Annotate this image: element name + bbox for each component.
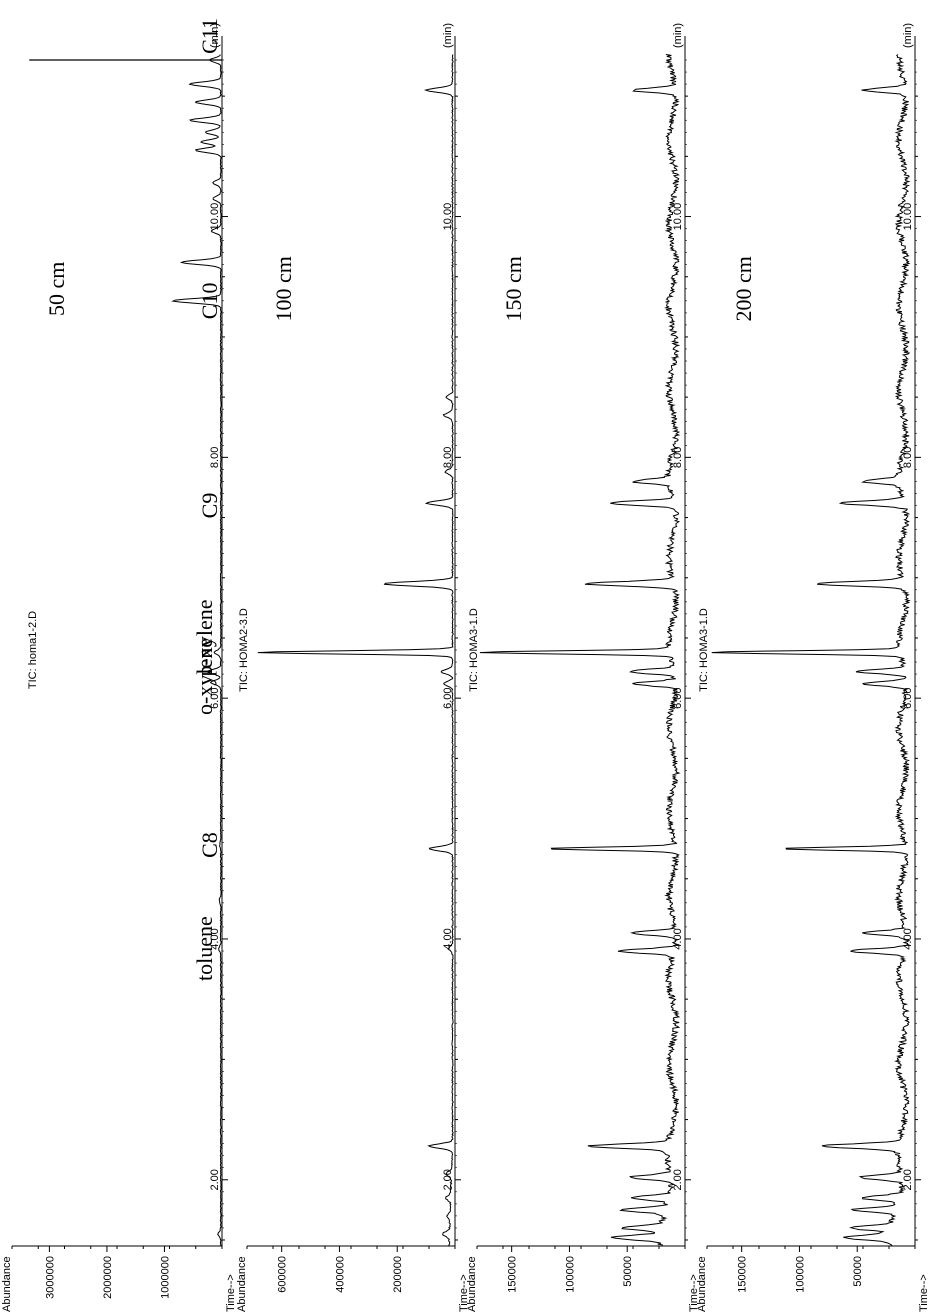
chart-panel-1 bbox=[11, 36, 228, 1252]
y-tick-label-4: 100000 bbox=[794, 1256, 806, 1293]
x-unit-label-4: (min) bbox=[902, 23, 914, 48]
x-tick-label-2: 4.00 bbox=[442, 928, 454, 949]
peak-annotation-c10: C10 bbox=[197, 282, 222, 319]
x-tick-label-4: 6.00 bbox=[902, 687, 914, 708]
x-tick-label-2: 2.00 bbox=[442, 1169, 454, 1190]
x-tick-label-2: 6.00 bbox=[442, 687, 454, 708]
x-unit-label-2: (min) bbox=[442, 23, 454, 48]
depth-label-2: 100 cm bbox=[271, 256, 296, 321]
chart-panel-3 bbox=[476, 36, 691, 1252]
x-tick-label-3: 6.00 bbox=[672, 687, 684, 708]
peak-annotation-toluene: toluene bbox=[192, 916, 217, 981]
x-axis-label-4: Time--> bbox=[918, 1274, 930, 1312]
x-tick-label-4: 4.00 bbox=[902, 928, 914, 949]
y-axis-label-3: Abundance bbox=[466, 1256, 478, 1312]
x-axis-label-3: Time--> bbox=[688, 1274, 700, 1312]
y-tick-label-3: 50000 bbox=[622, 1256, 634, 1287]
y-tick-label-1: 2000000 bbox=[102, 1256, 114, 1299]
depth-label-1: 50 cm bbox=[44, 262, 69, 316]
y-tick-label-2: 200000 bbox=[392, 1256, 404, 1293]
depth-label-3: 150 cm bbox=[501, 256, 526, 321]
y-tick-label-2: 400000 bbox=[334, 1256, 346, 1293]
x-unit-label-1: (min) bbox=[209, 23, 221, 48]
y-tick-label-1: 1000000 bbox=[159, 1256, 171, 1299]
x-tick-label-3: 8.00 bbox=[672, 447, 684, 468]
peak-annotation-o-xylene: o-xylene bbox=[192, 638, 217, 715]
x-tick-label-3: 2.00 bbox=[672, 1169, 684, 1190]
y-axis-label-1: Abundance bbox=[1, 1256, 13, 1312]
panel-title-2: TIC: HOMA2-3.D bbox=[238, 608, 250, 692]
y-axis-label-4: Abundance bbox=[696, 1256, 708, 1312]
panel-title-1: TIC: homa1-2.D bbox=[27, 611, 39, 689]
panel-title-4: TIC: HOMA3-1.D bbox=[698, 608, 710, 692]
peak-annotation-c8: C8 bbox=[197, 832, 222, 858]
y-axis-label-2: Abundance bbox=[236, 1256, 248, 1312]
y-tick-label-1: 3000000 bbox=[44, 1256, 56, 1299]
peak-annotation-c9: C9 bbox=[197, 493, 222, 519]
x-tick-label-1: 6.00 bbox=[209, 687, 221, 708]
y-tick-label-3: 150000 bbox=[507, 1256, 519, 1293]
x-tick-label-1: 4.00 bbox=[209, 928, 221, 949]
x-tick-label-1: 8.00 bbox=[209, 447, 221, 468]
x-unit-label-3: (min) bbox=[672, 23, 684, 48]
y-tick-label-4: 150000 bbox=[737, 1256, 749, 1293]
x-tick-label-1: 2.00 bbox=[209, 1169, 221, 1190]
tic-trace-1 bbox=[171, 54, 222, 1247]
chart-panel-4 bbox=[706, 36, 921, 1252]
tic-trace-4 bbox=[711, 54, 911, 1247]
y-tick-label-2: 600000 bbox=[277, 1256, 289, 1293]
chart-panel-2 bbox=[246, 36, 461, 1252]
peak-annotation-p-xylene: p-xylene bbox=[192, 599, 217, 676]
x-tick-label-3: 4.00 bbox=[672, 928, 684, 949]
x-axis-label-2: Time--> bbox=[458, 1274, 470, 1312]
y-tick-label-4: 50000 bbox=[852, 1256, 864, 1287]
tic-trace-3 bbox=[479, 54, 681, 1247]
x-tick-label-1: 10.00 bbox=[209, 203, 221, 231]
tic-trace-2 bbox=[257, 54, 454, 1247]
depth-label-4: 200 cm bbox=[731, 256, 756, 321]
x-tick-label-3: 10.00 bbox=[672, 203, 684, 231]
peak-annotation-c11: C11 bbox=[197, 18, 222, 54]
x-tick-label-4: 8.00 bbox=[902, 447, 914, 468]
panel-title-3: TIC: HOMA3-1.D bbox=[468, 608, 480, 692]
x-tick-label-2: 10.00 bbox=[442, 203, 454, 231]
x-axis-label-1: Time--> bbox=[225, 1274, 237, 1312]
y-tick-label-3: 100000 bbox=[564, 1256, 576, 1293]
x-tick-label-4: 2.00 bbox=[902, 1169, 914, 1190]
x-tick-label-4: 10.00 bbox=[902, 203, 914, 231]
x-tick-label-2: 8.00 bbox=[442, 447, 454, 468]
